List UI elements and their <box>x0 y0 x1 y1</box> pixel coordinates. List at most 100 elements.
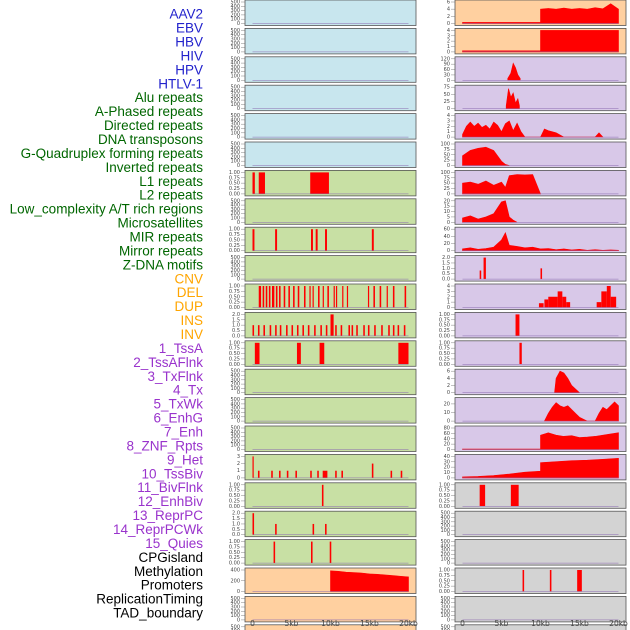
y-tick-label: 10 <box>444 470 450 476</box>
y-tick-label: 0.50 <box>229 493 240 499</box>
y-tick-label: 0.25 <box>439 498 450 504</box>
y-tick-label: 100 <box>230 272 240 278</box>
y-tick-label: 40 <box>444 454 450 460</box>
data-bar <box>310 470 312 478</box>
data-area <box>462 232 619 251</box>
data-bar <box>262 286 265 308</box>
y-tick-label: 200 <box>230 98 240 104</box>
y-tick-label: 400 <box>230 117 240 123</box>
track-label: 9_Het <box>167 452 203 467</box>
data-bar <box>404 286 407 308</box>
panel-background <box>244 425 417 452</box>
y-tick-label: 500 <box>440 511 450 517</box>
data-bar <box>403 325 406 336</box>
y-tick-label: 0 <box>447 447 450 453</box>
y-tick-label: 0.00 <box>229 362 240 368</box>
track-label: CPGisland <box>138 550 203 565</box>
right-x-axis: 0 5kb 10kb 15kb 20kb <box>460 619 628 628</box>
y-tick-label: 0.0 <box>232 532 240 538</box>
data-bar <box>252 172 255 194</box>
data-bar <box>291 325 294 336</box>
y-tick-label: 100 <box>230 613 240 619</box>
panel-background <box>244 397 417 424</box>
data-area <box>462 174 541 195</box>
y-tick-label: 20 <box>444 442 450 448</box>
y-tick-label: 500 <box>230 85 240 91</box>
panel-background <box>244 27 417 55</box>
y-tick-label: 4 <box>447 376 450 382</box>
y-tick-label: 0 <box>447 191 450 197</box>
y-tick-label: 200 <box>230 609 240 615</box>
y-tick-label: 0.50 <box>229 351 240 357</box>
y-tick-label: 40 <box>444 234 450 240</box>
y-tick-label: 0.25 <box>229 498 240 504</box>
panel-background <box>244 0 417 26</box>
y-tick-label: 0 <box>447 419 450 425</box>
data-bar <box>479 270 482 280</box>
y-tick-label: 300 <box>230 207 240 213</box>
data-bar <box>322 286 324 308</box>
data-bar <box>335 325 337 336</box>
y-tick-label: 0 <box>237 277 240 283</box>
y-tick-label: 0 <box>447 475 450 481</box>
track-label: 10_TssBiv <box>141 466 203 481</box>
y-tick-label: 4 <box>447 28 450 34</box>
y-tick-label: 400 <box>230 203 240 209</box>
data-bar <box>252 456 254 478</box>
panel-background <box>454 596 627 623</box>
y-tick-label: 100 <box>440 613 450 619</box>
track-panel: 0.000.250.500.751.00 <box>229 340 417 368</box>
y-tick-label: 0.75 <box>229 175 240 181</box>
track-label: L2 repeats <box>139 188 203 203</box>
y-tick-label: 2 <box>447 124 450 130</box>
data-bar <box>311 541 313 564</box>
data-bar <box>515 314 520 336</box>
data-bar <box>606 286 611 308</box>
y-tick-label: 50 <box>444 92 450 98</box>
y-tick-label: 0 <box>237 447 240 453</box>
data-area <box>462 432 619 450</box>
y-tick-label: 200 <box>440 609 450 615</box>
data-bar <box>562 296 567 308</box>
data-bar <box>397 325 400 336</box>
y-tick-label: 300 <box>230 605 240 611</box>
y-tick-label: 200 <box>230 41 240 47</box>
track-label: Microsatellites <box>117 215 203 230</box>
data-bar <box>317 470 319 478</box>
panel-background <box>244 368 417 396</box>
data-area <box>330 570 409 592</box>
y-tick-label: 0 <box>237 49 240 55</box>
data-bar <box>275 229 278 251</box>
data-bar <box>265 286 268 308</box>
data-area <box>462 200 518 223</box>
data-bar <box>596 302 602 308</box>
y-tick-label: 0 <box>237 419 240 425</box>
y-tick-label: 0.75 <box>229 232 240 238</box>
data-bar <box>601 291 607 308</box>
panel-background <box>454 567 627 594</box>
data-bar <box>254 342 260 365</box>
y-tick-label: 0.0 <box>442 277 450 283</box>
y-tick-label: 0 <box>447 617 450 623</box>
y-tick-label: 25 <box>444 99 450 105</box>
y-tick-label: 5 <box>447 214 450 220</box>
y-tick-label: 400 <box>230 89 240 95</box>
data-bar <box>327 286 329 308</box>
data-bar <box>367 286 370 308</box>
y-tick-label: 400 <box>230 401 240 407</box>
track-label: INS <box>180 313 203 328</box>
track-label: DEL <box>177 285 204 300</box>
data-bar <box>286 325 288 336</box>
y-tick-label: 0 <box>237 589 240 595</box>
data-bar <box>557 291 563 308</box>
data-bar <box>544 299 549 308</box>
y-tick-label: 0.00 <box>439 333 450 339</box>
data-bar <box>286 470 289 478</box>
track-label: HPV <box>175 62 203 77</box>
y-tick-label: 200 <box>230 578 240 584</box>
y-tick-label: 75 <box>444 85 450 91</box>
